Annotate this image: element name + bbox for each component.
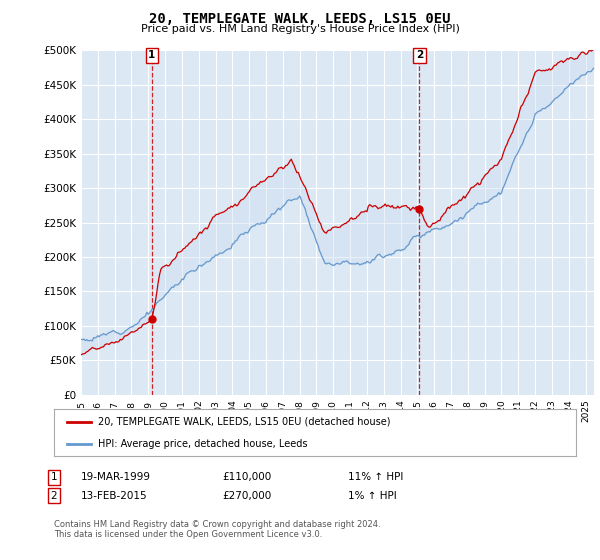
Text: 2: 2 [416,50,423,60]
Text: £270,000: £270,000 [222,491,271,501]
Text: 1: 1 [50,472,58,482]
Text: 13-FEB-2015: 13-FEB-2015 [81,491,148,501]
Text: 2: 2 [50,491,58,501]
Text: HPI: Average price, detached house, Leeds: HPI: Average price, detached house, Leed… [98,438,308,449]
Text: 19-MAR-1999: 19-MAR-1999 [81,472,151,482]
Text: 20, TEMPLEGATE WALK, LEEDS, LS15 0EU (detached house): 20, TEMPLEGATE WALK, LEEDS, LS15 0EU (de… [98,417,391,427]
Text: £110,000: £110,000 [222,472,271,482]
Text: 1: 1 [148,50,155,60]
Text: 1% ↑ HPI: 1% ↑ HPI [348,491,397,501]
Text: 11% ↑ HPI: 11% ↑ HPI [348,472,403,482]
Text: Price paid vs. HM Land Registry's House Price Index (HPI): Price paid vs. HM Land Registry's House … [140,24,460,34]
Text: Contains HM Land Registry data © Crown copyright and database right 2024.
This d: Contains HM Land Registry data © Crown c… [54,520,380,539]
Text: 20, TEMPLEGATE WALK, LEEDS, LS15 0EU: 20, TEMPLEGATE WALK, LEEDS, LS15 0EU [149,12,451,26]
